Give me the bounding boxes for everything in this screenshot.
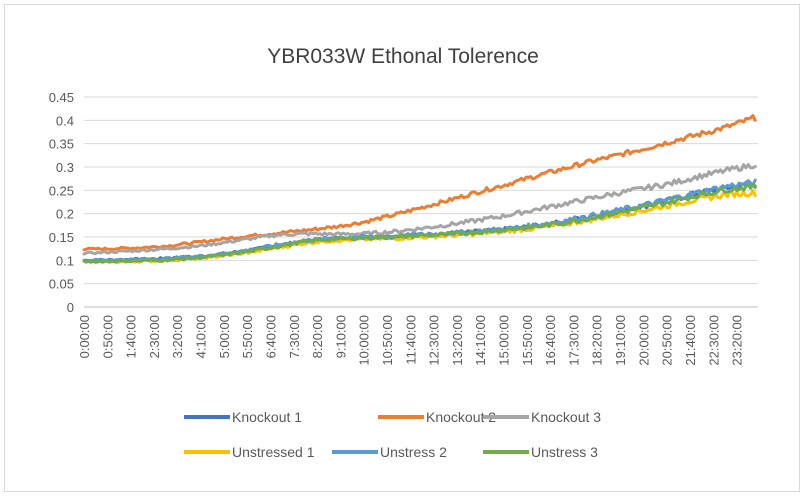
x-tick-label: 8:20:00 [310, 315, 325, 358]
x-tick-label: 15:00:00 [497, 315, 512, 366]
x-tick-label: 10:00:00 [357, 315, 372, 366]
x-tick-label: 21:40:00 [683, 315, 698, 366]
legend-label: Unstress 3 [531, 444, 598, 460]
x-tick-label: 23:20:00 [730, 315, 745, 366]
x-tick-label: 7:30:00 [287, 315, 302, 358]
legend-label: Knockout 2 [426, 409, 496, 425]
y-tick-label: 0.45 [49, 90, 74, 105]
y-tick-label: 0.1 [56, 253, 74, 268]
series-line-1 [82, 182, 757, 263]
x-tick-label: 17:30:00 [566, 315, 581, 366]
x-tick-label: 12:30:00 [427, 315, 442, 366]
x-tick-label: 13:20:00 [450, 315, 465, 366]
axes: 0 0.05 0.1 0.15 0.2 0.25 0.3 0.35 0.4 0.45 0:00:00… [49, 90, 758, 366]
series-lines [82, 114, 757, 265]
x-tick-label: 19:10:00 [613, 315, 628, 366]
x-tick-label: 0:00:00 [77, 315, 92, 358]
legend-label: Knockout 1 [232, 409, 302, 425]
y-tick-label: 0.2 [56, 207, 74, 222]
x-tick-label: 22:30:00 [706, 315, 721, 366]
legend: Knockout 1 Knockout 2 Knockout 3 Unstressed… [184, 409, 601, 460]
x-tick-label: 18:20:00 [590, 315, 605, 366]
x-tick-label: 9:10:00 [333, 315, 348, 358]
x-tick-label: 3:20:00 [170, 315, 185, 358]
chart-title: YBR033W Ethonal Tolerence [267, 45, 539, 68]
legend-label: Unstress 2 [380, 444, 447, 460]
x-tick-label: 2:30:00 [147, 315, 162, 358]
series-line-2 [82, 114, 757, 252]
legend-label: Knockout 3 [531, 409, 601, 425]
y-tick-label: 0.4 [56, 113, 74, 128]
series-line-3 [82, 163, 757, 256]
x-tick-label: 5:50:00 [240, 315, 255, 358]
x-tick-label: 10:50:00 [380, 315, 395, 366]
x-tick-label: 11:40:00 [403, 315, 418, 365]
y-tick-label: 0.3 [56, 160, 74, 175]
y-tick-label: 0 [67, 300, 74, 315]
x-tick-label: 15:50:00 [520, 315, 535, 366]
x-tick-label: 1:40:00 [124, 315, 139, 358]
x-tick-label: 20:00:00 [636, 315, 651, 366]
y-tick-label: 0.15 [49, 230, 74, 245]
y-tick-label: 0.25 [49, 183, 74, 198]
y-tick-label: 0.05 [49, 277, 74, 292]
x-tick-label: 6:40:00 [263, 315, 278, 358]
series-line-6 [82, 182, 757, 264]
x-tick-label: 0:50:00 [100, 315, 115, 358]
x-tick-label: 5:00:00 [217, 315, 232, 358]
x-tick-label: 20:50:00 [660, 315, 675, 366]
legend-label: Unstressed 1 [232, 444, 315, 460]
y-tick-label: 0.35 [49, 137, 74, 152]
x-tick-label: 4:10:00 [194, 315, 209, 358]
x-tick-label: 14:10:00 [473, 315, 488, 366]
x-tick-label: 16:40:00 [543, 315, 558, 366]
